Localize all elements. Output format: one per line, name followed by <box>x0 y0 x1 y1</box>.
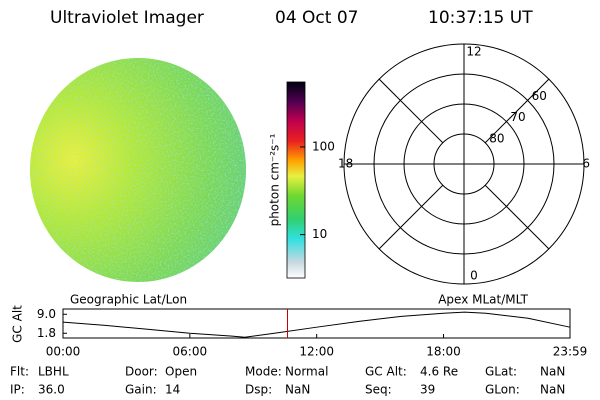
x-tick-label: 18:00 <box>426 345 461 359</box>
mlat-ring <box>373 73 555 255</box>
field-value: LBHL <box>38 365 69 379</box>
mlt-label: 12 <box>466 45 481 59</box>
earth-image <box>30 58 246 282</box>
y-tick-label: 9.0 <box>37 307 56 321</box>
field-value: NaN <box>285 383 310 397</box>
field-value: 36.0 <box>38 383 65 397</box>
field-label: Seq: <box>365 383 392 397</box>
field-label: Gain: <box>125 383 157 397</box>
mlat-label: 60 <box>532 89 547 103</box>
altitude-plot: Geographic Lat/Lon Apex MLat/MLT GC Alt 9.0… <box>11 293 588 359</box>
diagonal-line <box>378 184 444 250</box>
instrument-title: Ultraviolet Imager <box>50 8 204 28</box>
mlat-ring <box>403 103 525 225</box>
field-label: IP: <box>10 383 25 397</box>
x-tick-label: 06:00 <box>173 345 208 359</box>
time: 10:37:15 UT <box>428 8 533 28</box>
field-value: NaN <box>540 365 565 379</box>
footer: Flt: LBHL Door: Open Mode: Normal GC Alt: 4.6 R… <box>10 365 565 397</box>
colorbar-tick-label: 10 <box>312 227 327 241</box>
plot-frame <box>62 308 571 339</box>
field-value: 4.6 Re <box>420 365 458 379</box>
diagonal-line <box>484 78 550 144</box>
mlt-label: 18 <box>338 157 353 171</box>
field-label: Dsp: <box>245 383 272 397</box>
mlat-ring <box>433 133 495 195</box>
colorbar-tick-label: 100 <box>312 139 335 153</box>
x-tick-label: 12:00 <box>299 345 334 359</box>
mlat-label: 70 <box>510 110 525 124</box>
field-value: NaN <box>540 383 565 397</box>
left-title: Geographic Lat/Lon <box>70 293 187 307</box>
mlt-label: 6 <box>582 157 590 171</box>
mlt-label: 0 <box>470 269 478 283</box>
x-tick-label: 23:59 <box>553 345 588 359</box>
date: 04 Oct 07 <box>275 8 358 28</box>
field-value: 39 <box>420 383 435 397</box>
field-label: Door: <box>125 365 158 379</box>
y-tick-label: 1.8 <box>37 326 56 340</box>
field-label: Mode: <box>245 365 282 379</box>
field-label: GLon: <box>485 383 520 397</box>
field-label: GLat: <box>485 365 517 379</box>
field-label: GC Alt: <box>365 365 407 379</box>
right-title: Apex MLat/MLT <box>438 293 528 307</box>
diagonal-line <box>378 78 444 144</box>
colorbar-label: photon cm⁻²s⁻¹ <box>268 133 282 226</box>
field-value: Normal <box>285 365 328 379</box>
y-axis-label: GC Alt <box>11 305 25 343</box>
altitude-curve <box>62 311 571 338</box>
field-label: Flt: <box>10 365 29 379</box>
field-value: Open <box>165 365 197 379</box>
diagonal-line <box>484 184 550 250</box>
mlat-label: 80 <box>489 131 504 145</box>
x-tick-label: 00:00 <box>46 345 81 359</box>
field-value: 14 <box>165 383 180 397</box>
colorbar <box>286 81 306 279</box>
polar-grid: 60 70 80 0 6 12 18 <box>338 43 590 285</box>
